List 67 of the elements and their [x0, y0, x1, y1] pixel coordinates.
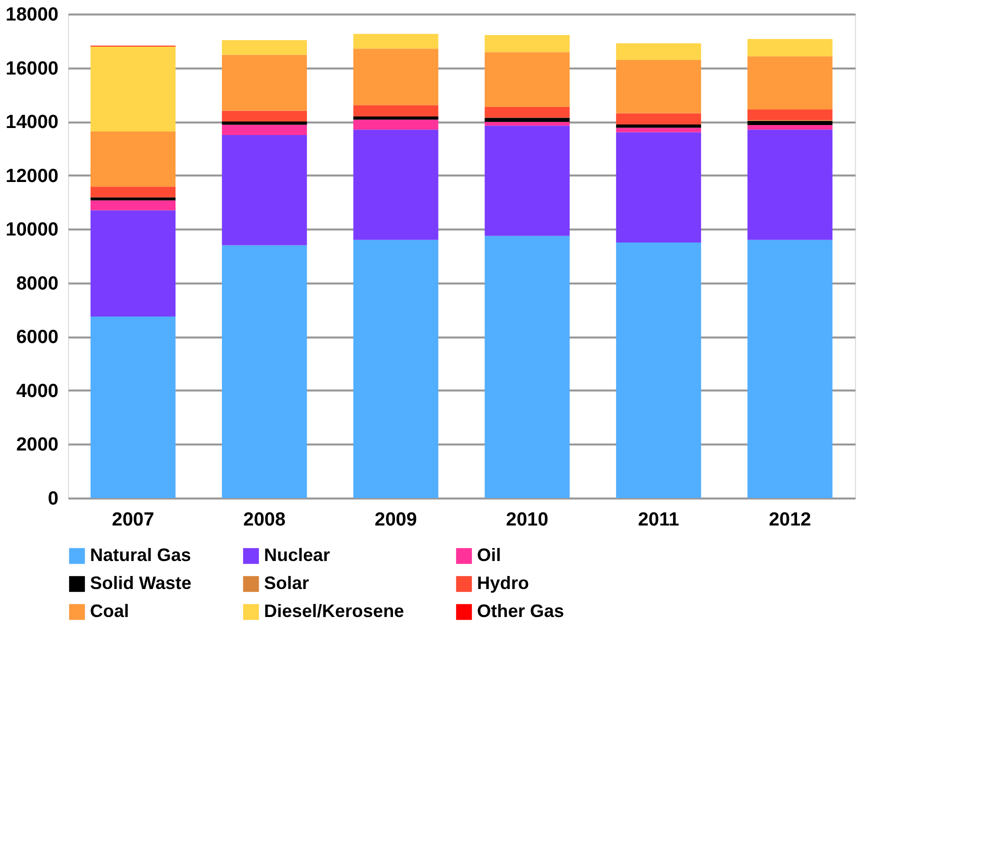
bar	[747, 121, 832, 126]
x-tick-label: 2010	[506, 510, 548, 530]
x-tick-label: 2008	[243, 510, 286, 530]
bar	[90, 186, 176, 198]
bar	[616, 128, 702, 132]
bar	[353, 34, 438, 49]
bar	[484, 236, 570, 498]
bar	[616, 124, 702, 128]
x-tick-label: 2011	[638, 510, 680, 530]
x-tick-label: 2009	[374, 510, 417, 530]
bar	[747, 56, 832, 110]
bar	[616, 132, 702, 243]
bar	[747, 125, 832, 130]
bar	[90, 197, 176, 200]
y-tick-label: 12000	[6, 166, 58, 187]
bar	[222, 54, 307, 111]
x-tick-label: 2012	[768, 510, 812, 530]
bar	[747, 130, 832, 240]
bar	[353, 116, 438, 120]
bar	[353, 120, 438, 130]
bar	[353, 240, 438, 498]
legend-label: Hydro	[477, 573, 530, 593]
bar	[484, 52, 570, 108]
bar	[222, 110, 307, 122]
bar	[90, 316, 176, 498]
bar	[90, 132, 176, 187]
bar	[222, 124, 307, 135]
legend-label: Nuclear	[264, 545, 330, 565]
bar	[484, 118, 570, 122]
bar	[222, 40, 307, 55]
y-tick-label: 6000	[16, 327, 58, 348]
y-tick-label: 16000	[6, 58, 58, 80]
bar	[484, 34, 570, 52]
bar	[484, 126, 570, 236]
bar	[616, 43, 702, 60]
legend-label: Natural Gas	[90, 545, 192, 565]
bar	[484, 107, 570, 118]
bar	[353, 48, 438, 106]
y-tick-label: 10000	[6, 220, 58, 241]
bar	[616, 113, 702, 125]
bar	[90, 200, 176, 210]
bar	[222, 135, 307, 246]
y-tick-label: 4000	[16, 380, 58, 402]
bar	[616, 60, 702, 114]
bar	[222, 245, 307, 498]
y-tick-label: 8000	[16, 273, 58, 294]
bar	[747, 39, 832, 56]
y-tick-label: 18000	[6, 4, 58, 26]
bar	[222, 122, 307, 125]
y-tick-label: 0	[48, 488, 58, 510]
bar	[353, 105, 438, 116]
bar	[616, 242, 702, 498]
y-tick-label: 2000	[16, 434, 58, 456]
bar	[747, 240, 832, 498]
bar	[90, 210, 176, 316]
legend-label: Oil	[477, 545, 502, 565]
legend-label: Coal	[90, 601, 130, 621]
x-tick-label: 2007	[112, 510, 154, 530]
legend-label: Solar	[264, 573, 310, 593]
y-tick-label: 14000	[6, 112, 58, 134]
bar	[90, 46, 176, 132]
legend-label: Diesel/Kerosene	[264, 601, 404, 621]
bar	[353, 130, 438, 240]
bar	[747, 109, 832, 120]
legend-label: Solid Waste	[90, 573, 192, 593]
legend-label: Other Gas	[477, 601, 564, 621]
bar	[484, 122, 570, 126]
